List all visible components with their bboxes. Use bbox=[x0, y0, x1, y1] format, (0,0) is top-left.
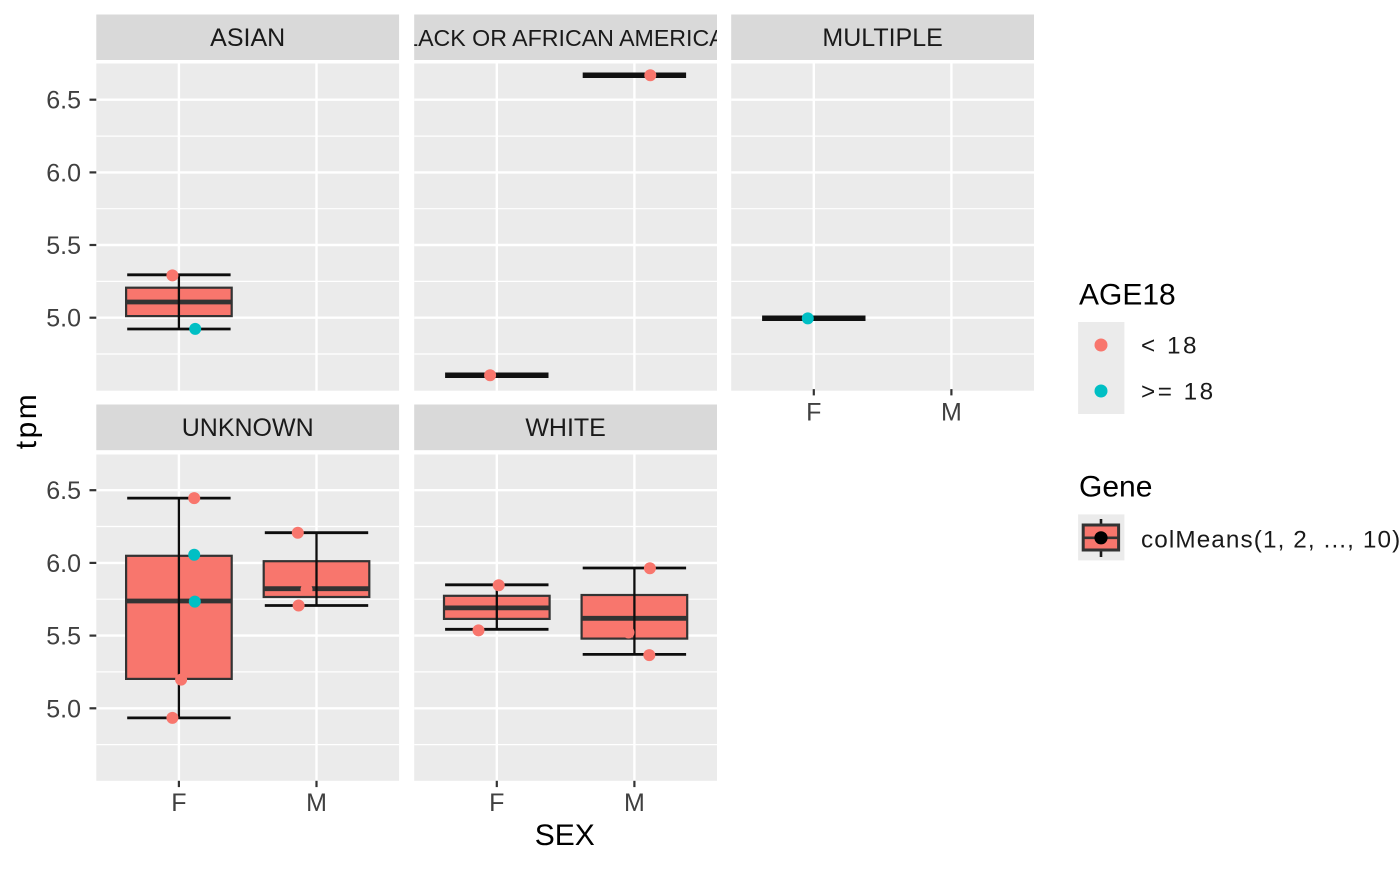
svg-text:WHITE: WHITE bbox=[525, 414, 606, 442]
svg-text:6.5: 6.5 bbox=[46, 477, 81, 505]
svg-text:AGE18: AGE18 bbox=[1079, 279, 1176, 312]
svg-text:5.5: 5.5 bbox=[46, 623, 81, 651]
svg-text:MULTIPLE: MULTIPLE bbox=[822, 24, 942, 52]
svg-text:tpm: tpm bbox=[10, 392, 43, 450]
svg-text:colMeans(1, 2, ..., 10): colMeans(1, 2, ..., 10) bbox=[1141, 527, 1400, 554]
svg-text:M: M bbox=[941, 399, 962, 427]
svg-text:6.0: 6.0 bbox=[46, 159, 81, 187]
svg-text:< 18: < 18 bbox=[1141, 333, 1199, 360]
svg-text:5.0: 5.0 bbox=[46, 695, 81, 723]
svg-text:M: M bbox=[624, 789, 645, 817]
svg-text:6.5: 6.5 bbox=[46, 87, 81, 115]
svg-text:UNKNOWN: UNKNOWN bbox=[182, 414, 314, 442]
svg-text:5.5: 5.5 bbox=[46, 232, 81, 260]
svg-text:F: F bbox=[171, 789, 186, 817]
svg-text:5.0: 5.0 bbox=[46, 305, 81, 333]
svg-text:F: F bbox=[489, 789, 504, 817]
svg-text:F: F bbox=[806, 399, 821, 427]
svg-text:M: M bbox=[306, 789, 327, 817]
svg-text:BLACK OR AFRICAN AMERICAN: BLACK OR AFRICAN AMERICAN bbox=[390, 25, 742, 51]
svg-text:ASIAN: ASIAN bbox=[210, 24, 285, 52]
svg-text:6.0: 6.0 bbox=[46, 550, 81, 578]
svg-text:>= 18: >= 18 bbox=[1141, 379, 1216, 406]
svg-text:SEX: SEX bbox=[535, 819, 595, 852]
svg-text:Gene: Gene bbox=[1079, 471, 1152, 504]
